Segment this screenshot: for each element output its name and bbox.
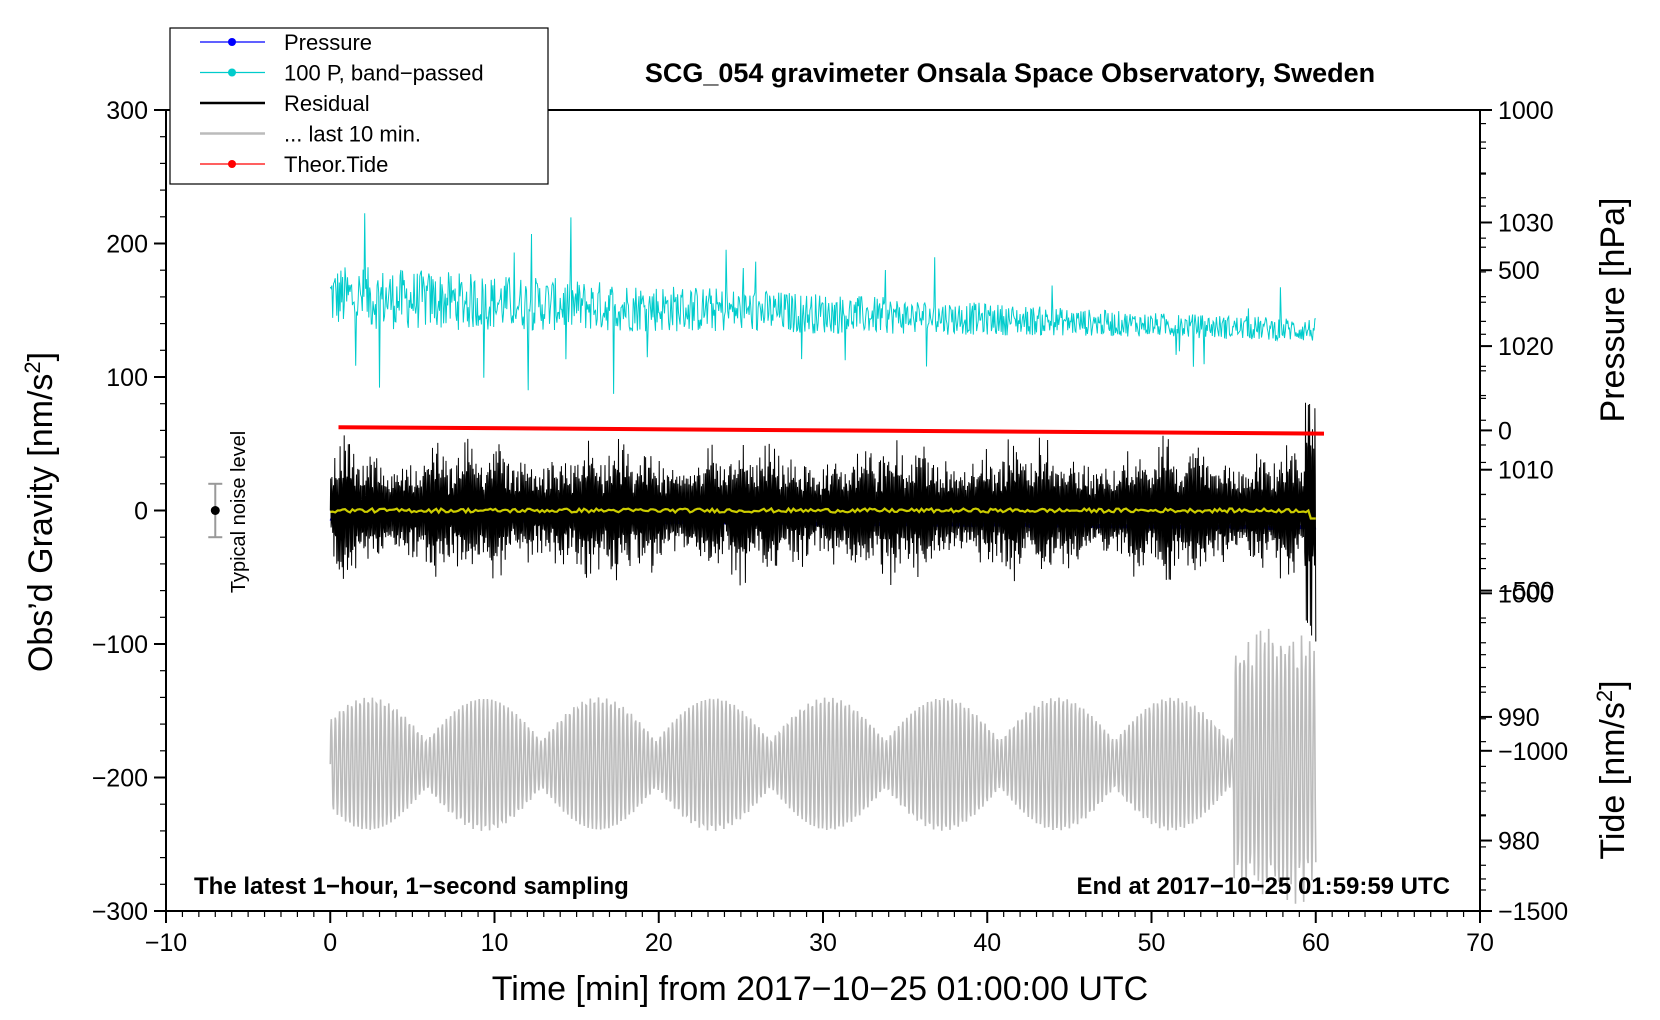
y-pressure-tick-label: 1010 — [1498, 457, 1554, 485]
x-tick-label: 40 — [973, 929, 1001, 957]
series-residual-smoothed — [330, 506, 1316, 520]
series-bandpassed-pressure — [329, 213, 1316, 394]
legend-label: ... last 10 min. — [284, 122, 421, 147]
y-axis-pressure: 1030 1020 1010 1000 990 980 — [1480, 122, 1554, 891]
x-tick-label: 0 — [323, 929, 337, 957]
y-tide-tick-label: −1000 — [1498, 738, 1568, 766]
y-axis-tide: 1000 500 0 −500 −1000 −1500 — [1480, 97, 1568, 926]
annotation-sampling: The latest 1−hour, 1−second sampling — [194, 873, 629, 900]
y-left-tick-label: 100 — [106, 364, 148, 392]
y-pressure-tick-label: 990 — [1498, 704, 1540, 732]
legend-label: Pressure — [284, 30, 372, 55]
annotation-end-time: End at 2017−10−25 01:59:59 UTC — [1076, 873, 1450, 900]
y-left-tick-label: −200 — [92, 765, 148, 793]
x-tick-label: 10 — [481, 929, 509, 957]
y-axis-left-title-main: Obs’d Gravity [nm/s — [22, 374, 60, 673]
y-tide-tick-label: 500 — [1498, 257, 1540, 285]
x-tick-label: 50 — [1138, 929, 1166, 957]
x-axis: −10 0 10 20 30 40 50 60 70 — [145, 911, 1494, 957]
y-axis-left-title-sup: 2 — [20, 361, 45, 373]
y-pressure-tick-label: 980 — [1498, 828, 1540, 856]
legend-marker — [228, 160, 236, 168]
y-left-tick-label: 200 — [106, 231, 148, 259]
y-axis-tide-title-sup: 2 — [1592, 690, 1617, 702]
series-layer — [329, 213, 1325, 904]
series-theoretical-tide — [338, 425, 1325, 436]
chart-title: SCG_054 gravimeter Onsala Space Observat… — [645, 58, 1375, 88]
noise-bar-center — [210, 506, 220, 515]
x-tick-label: 60 — [1302, 929, 1330, 957]
noise-label: Typical noise level — [228, 431, 250, 593]
y-axis-left-title: Obs’d Gravity [nm/s2] — [20, 352, 61, 672]
legend-label: 100 P, band−passed — [284, 61, 484, 86]
y-axis-tide-title-end: ] — [1594, 680, 1632, 689]
y-tide-tick-label: −1500 — [1498, 898, 1568, 926]
y-axis-pressure-title: Pressure [hPa] — [1594, 198, 1632, 423]
legend-box — [169, 27, 549, 185]
series-residual — [329, 402, 1317, 642]
x-tick-label: 70 — [1466, 929, 1494, 957]
legend: Pressure 100 P, band−passed Residual ... la… — [169, 27, 549, 185]
y-axis-tide-title-main: Tide [nm/s — [1594, 702, 1632, 859]
x-tick-label: 30 — [809, 929, 837, 957]
x-tick-label: 20 — [645, 929, 673, 957]
legend-label: Residual — [284, 91, 370, 116]
y-axis-left: 300 200 100 0 −100 −200 −300 — [92, 97, 166, 926]
y-pressure-tick-label: 1000 — [1498, 580, 1554, 608]
y-tide-tick-label: −500 — [1498, 578, 1554, 606]
y-left-tick-label: −100 — [92, 631, 148, 659]
y-left-tick-label: −300 — [92, 898, 148, 926]
legend-marker — [228, 68, 236, 77]
x-tick-label: −10 — [145, 929, 187, 957]
y-pressure-tick-label: 1030 — [1498, 209, 1554, 237]
legend-marker — [228, 38, 236, 46]
y-left-tick-label: 0 — [134, 498, 148, 526]
legend-label: Theor.Tide — [284, 152, 388, 177]
y-axis-left-title-end: ] — [22, 352, 60, 361]
y-tide-tick-label: 0 — [1498, 417, 1512, 445]
y-tide-tick-label: 1000 — [1498, 97, 1554, 125]
series-last-10-min — [329, 628, 1317, 904]
x-axis-title: Time [min] from 2017−10−25 01:00:00 UTC — [492, 970, 1148, 1008]
noise-bar — [208, 482, 223, 539]
y-axis-tide-title: Tide [nm/s2] — [1592, 680, 1633, 859]
y-pressure-tick-label: 1020 — [1498, 333, 1554, 361]
y-left-tick-label: 300 — [106, 97, 148, 125]
